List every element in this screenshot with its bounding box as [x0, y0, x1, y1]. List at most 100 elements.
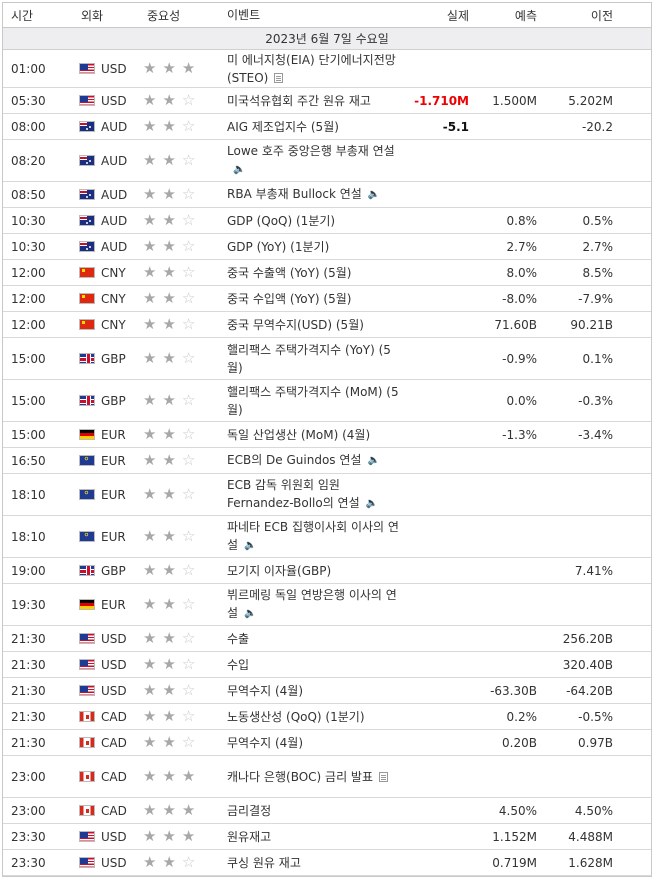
star-icon: ★	[143, 451, 157, 469]
event-label[interactable]: GDP (QoQ) (1분기)	[227, 213, 336, 228]
event-label[interactable]: 모기지 이자율(GBP)	[227, 563, 332, 578]
event-label[interactable]: 금리결정	[227, 803, 272, 818]
event-label[interactable]: 수출	[227, 631, 250, 646]
event-name[interactable]: 무역수지 (4월)	[227, 680, 405, 702]
event-label[interactable]: 중국 수출액 (YoY) (5월)	[227, 265, 352, 280]
event-label[interactable]: 독일 산업생산 (MoM) (4월)	[227, 427, 371, 442]
table-row[interactable]: 19:30 EUR ★ ★ ☆ 뷔르메링 독일 연방은행 이사의 연설 🔈	[3, 584, 651, 626]
star-icon: ★	[143, 527, 157, 545]
header-previous[interactable]: 이전	[590, 8, 613, 23]
table-row[interactable]: 12:00 CNY ★ ★ ☆ 중국 수입액 (YoY) (5월) -8.0% -7.9%	[3, 286, 651, 312]
event-name[interactable]: 파네타 ECB 집행이사회 이사의 연설 🔈	[227, 516, 405, 557]
event-name[interactable]: RBA 부총재 Bullock 연설 🔈	[227, 183, 405, 206]
header-time[interactable]: 시간	[11, 8, 34, 23]
event-label[interactable]: 중국 수입액 (YoY) (5월)	[227, 291, 352, 306]
event-name[interactable]: 중국 수입액 (YoY) (5월)	[227, 288, 405, 310]
event-name[interactable]: GDP (QoQ) (1분기)	[227, 210, 405, 232]
event-label[interactable]: 쿠싱 원유 재고	[227, 855, 301, 870]
event-label[interactable]: 무역수지 (4월)	[227, 735, 304, 750]
table-row[interactable]: 10:30 AUD ★ ★ ☆ GDP (QoQ) (1분기) 0.8% 0.5%	[3, 208, 651, 234]
table-row[interactable]: 05:30 USD ★ ★ ☆ 미국석유협회 주간 원유 재고 -1.710M 1.500M 5…	[3, 88, 651, 114]
table-row[interactable]: 23:30 USD ★ ★ ★ 원유재고 1.152M 4.488M	[3, 824, 651, 850]
table-row[interactable]: 21:30 USD ★ ★ ☆ 수출 256.20B	[3, 626, 651, 652]
table-row[interactable]: 23:30 USD ★ ★ ☆ 쿠싱 원유 재고 0.719M 1.628M	[3, 850, 651, 876]
event-name[interactable]: 독일 산업생산 (MoM) (4월)	[227, 424, 405, 446]
star-icon: ☆	[181, 733, 196, 751]
event-label[interactable]: ECB 감독 위원회 임원 Fernandez-Bollo의 연설	[227, 478, 360, 511]
event-label[interactable]: 중국 무역수지(USD) (5월)	[227, 317, 364, 332]
event-label[interactable]: 원유재고	[227, 829, 272, 844]
event-name[interactable]: 무역수지 (4월)	[227, 732, 405, 754]
importance-stars: ★ ★ ☆	[139, 351, 227, 366]
event-label[interactable]: 캐나다 은행(BOC) 금리 발표	[227, 769, 374, 784]
event-label[interactable]: GDP (YoY) (1분기)	[227, 239, 330, 254]
event-name[interactable]: 캐나다 은행(BOC) 금리 발표	[227, 766, 405, 788]
event-name[interactable]: Lowe 호주 중앙은행 부총재 연설 🔈	[227, 140, 405, 181]
event-label[interactable]: 노동생산성 (QoQ) (1분기)	[227, 709, 365, 724]
event-label[interactable]: 미 에너지청(EIA) 단기에너지전망(STEO)	[227, 52, 396, 85]
event-label[interactable]: 무역수지 (4월)	[227, 683, 304, 698]
event-name[interactable]: 뷔르메링 독일 연방은행 이사의 연설 🔈	[227, 584, 405, 625]
event-name[interactable]: 중국 수출액 (YoY) (5월)	[227, 262, 405, 284]
table-row[interactable]: 21:30 CAD ★ ★ ☆ 노동생산성 (QoQ) (1분기) 0.2% -0.5%	[3, 704, 651, 730]
event-label[interactable]: 수입	[227, 657, 250, 672]
event-label[interactable]: 파네타 ECB 집행이사회 이사의 연설	[227, 520, 399, 553]
speaker-icon: 🔈	[367, 454, 380, 466]
event-name[interactable]: 원유재고	[227, 826, 405, 848]
table-row[interactable]: 21:30 USD ★ ★ ☆ 무역수지 (4월) -63.30B -64.20B	[3, 678, 651, 704]
event-label[interactable]: AIG 제조업지수 (5월)	[227, 119, 339, 134]
event-name[interactable]: GDP (YoY) (1분기)	[227, 236, 405, 258]
event-name[interactable]: 금리결정	[227, 800, 405, 822]
table-row[interactable]: 18:10 EUR ★ ★ ☆ 파네타 ECB 집행이사회 이사의 연설🔈	[3, 516, 651, 558]
table-row[interactable]: 10:30 AUD ★ ★ ☆ GDP (YoY) (1분기) 2.7% 2.7%	[3, 234, 651, 260]
currency-code: GBP	[101, 393, 126, 408]
event-name[interactable]: AIG 제조업지수 (5월)	[227, 116, 405, 138]
event-label[interactable]: 핼리팩스 주택가격지수 (MoM) (5월)	[227, 384, 399, 417]
event-label[interactable]: 핼리팩스 주택가격지수 (YoY) (5월)	[227, 342, 391, 375]
event-name[interactable]: 수출	[227, 628, 405, 650]
table-row[interactable]: 12:00 CNY ★ ★ ☆ 중국 수출액 (YoY) (5월) 8.0% 8.5%	[3, 260, 651, 286]
event-name[interactable]: 쿠싱 원유 재고	[227, 852, 405, 874]
importance-stars: ★ ★ ☆	[139, 291, 227, 306]
event-name[interactable]: 모기지 이자율(GBP)	[227, 560, 405, 582]
event-name[interactable]: 핼리팩스 주택가격지수 (MoM) (5월)	[227, 381, 405, 421]
event-label[interactable]: ECB의 De Guindos 연설	[227, 453, 362, 468]
table-row[interactable]: 19:00 GBP ★ ★ ☆ 모기지 이자율(GBP) 7.41%	[3, 558, 651, 584]
event-name[interactable]: 중국 무역수지(USD) (5월)	[227, 314, 405, 336]
table-row[interactable]: 15:00 EUR ★ ★ ☆ 독일 산업생산 (MoM) (4월) -1.3% -3.4%	[3, 422, 651, 448]
event-label[interactable]: 미국석유협회 주간 원유 재고	[227, 93, 371, 108]
event-label[interactable]: 뷔르메링 독일 연방은행 이사의 연설	[227, 588, 397, 621]
table-row[interactable]: 15:00 GBP ★ ★ ☆ 핼리팩스 주택가격지수 (YoY) (5월) -0.9% 0.…	[3, 338, 651, 380]
event-name[interactable]: 노동생산성 (QoQ) (1분기)	[227, 706, 405, 728]
table-row[interactable]: 12:00 CNY ★ ★ ☆ 중국 무역수지(USD) (5월) 71.60B 90.21B	[3, 312, 651, 338]
event-name[interactable]: 미 에너지청(EIA) 단기에너지전망(STEO)	[227, 49, 405, 89]
header-forecast[interactable]: 예측	[514, 8, 537, 23]
table-row[interactable]: 16:50 EUR ★ ★ ☆ ECB의 De Guindos 연설 🔈	[3, 448, 651, 474]
table-row[interactable]: 21:30 CAD ★ ★ ☆ 무역수지 (4월) 0.20B 0.97B	[3, 730, 651, 756]
table-row[interactable]: 08:20 AUD ★ ★ ☆ Lowe 호주 중앙은행 부총재 연설 🔈	[3, 140, 651, 182]
table-row[interactable]: 01:00 USD ★ ★ ★ 미 에너지청(EIA) 단기에너지전망(STEO)	[3, 50, 651, 88]
forecast-value: 1.500M	[492, 93, 537, 108]
table-row[interactable]: 23:00 CAD ★ ★ ★ 금리결정 4.50% 4.50%	[3, 798, 651, 824]
currency-cell: USD	[73, 856, 139, 870]
table-row[interactable]: 08:00 AUD ★ ★ ☆ AIG 제조업지수 (5월) -5.1 -20.2	[3, 114, 651, 140]
table-row[interactable]: 21:30 USD ★ ★ ☆ 수입 320.40B	[3, 652, 651, 678]
table-row[interactable]: 18:10 EUR ★ ★ ☆ ECB 감독 위원회 임원 Fernandez-Bollo…	[3, 474, 651, 516]
header-actual[interactable]: 실제	[446, 8, 469, 23]
event-label[interactable]: RBA 부총재 Bullock 연설	[227, 187, 362, 202]
event-name[interactable]: ECB 감독 위원회 임원 Fernandez-Bollo의 연설 🔈	[227, 474, 405, 515]
event-name[interactable]: 미국석유협회 주간 원유 재고	[227, 90, 405, 112]
header-currency[interactable]: 외화	[81, 8, 104, 23]
currency-cell: CNY	[73, 266, 139, 280]
importance-stars: ★ ★ ☆	[139, 153, 227, 168]
header-importance[interactable]: 중요성	[147, 8, 181, 23]
table-row[interactable]: 15:00 GBP ★ ★ ☆ 핼리팩스 주택가격지수 (MoM) (5월) 0.0% -0.…	[3, 380, 651, 422]
importance-stars: ★ ★ ☆	[139, 709, 227, 724]
header-event[interactable]: 이벤트	[227, 8, 261, 22]
event-label[interactable]: Lowe 호주 중앙은행 부총재 연설	[227, 144, 395, 159]
table-row[interactable]: 08:50 AUD ★ ★ ☆ RBA 부총재 Bullock 연설 🔈	[3, 182, 651, 208]
event-name[interactable]: 수입	[227, 654, 405, 676]
event-name[interactable]: ECB의 De Guindos 연설 🔈	[227, 449, 405, 472]
event-name[interactable]: 핼리팩스 주택가격지수 (YoY) (5월)	[227, 339, 405, 379]
table-row[interactable]: 23:00 CAD ★ ★ ★ 캐나다 은행(BOC) 금리 발표	[3, 756, 651, 798]
